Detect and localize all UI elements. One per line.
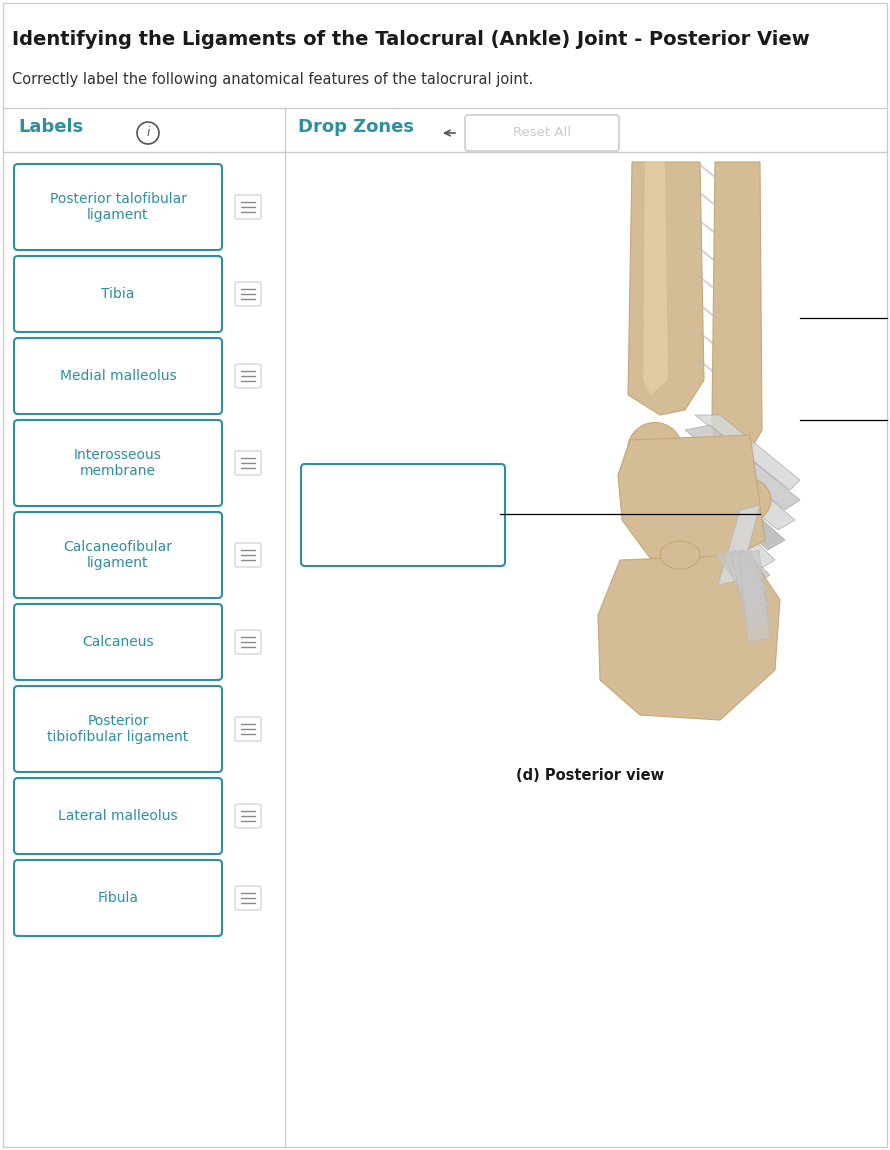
- Text: Interosseous
membrane: Interosseous membrane: [74, 447, 162, 478]
- Polygon shape: [739, 550, 770, 643]
- Polygon shape: [655, 509, 760, 598]
- Polygon shape: [618, 435, 765, 565]
- Polygon shape: [643, 162, 668, 394]
- Polygon shape: [685, 426, 800, 509]
- FancyBboxPatch shape: [14, 779, 222, 854]
- Polygon shape: [723, 550, 770, 611]
- Text: Reset All: Reset All: [513, 126, 571, 139]
- Text: Correctly label the following anatomical features of the talocrural joint.: Correctly label the following anatomical…: [12, 72, 533, 87]
- FancyBboxPatch shape: [14, 338, 222, 414]
- Polygon shape: [715, 550, 770, 595]
- Polygon shape: [678, 442, 795, 530]
- Circle shape: [137, 122, 159, 144]
- Polygon shape: [650, 524, 750, 608]
- Text: Labels: Labels: [18, 118, 84, 136]
- FancyBboxPatch shape: [301, 463, 505, 566]
- Text: Fibula: Fibula: [98, 891, 139, 905]
- FancyBboxPatch shape: [465, 115, 619, 151]
- Polygon shape: [666, 478, 775, 570]
- FancyBboxPatch shape: [235, 886, 261, 910]
- Ellipse shape: [719, 477, 771, 522]
- Text: Posterior
tibiofibular ligament: Posterior tibiofibular ligament: [47, 714, 189, 744]
- Polygon shape: [731, 550, 770, 627]
- Text: Medial malleolus: Medial malleolus: [60, 369, 176, 383]
- Text: Identifying the Ligaments of the Talocrural (Ankle) Joint - Posterior View: Identifying the Ligaments of the Talocru…: [12, 30, 810, 49]
- Ellipse shape: [660, 540, 700, 569]
- FancyBboxPatch shape: [14, 860, 222, 936]
- Text: Calcaneus: Calcaneus: [82, 635, 154, 649]
- Polygon shape: [598, 555, 780, 720]
- FancyBboxPatch shape: [235, 282, 261, 306]
- Text: Posterior talofibular
ligament: Posterior talofibular ligament: [50, 192, 187, 222]
- FancyBboxPatch shape: [14, 687, 222, 772]
- Text: Drop Zones: Drop Zones: [298, 118, 414, 136]
- Text: i: i: [146, 126, 150, 139]
- Polygon shape: [660, 494, 770, 585]
- FancyBboxPatch shape: [14, 420, 222, 506]
- Text: (d) Posterior view: (d) Posterior view: [516, 768, 664, 783]
- FancyBboxPatch shape: [235, 543, 261, 567]
- Polygon shape: [712, 162, 762, 460]
- FancyBboxPatch shape: [14, 164, 222, 250]
- FancyBboxPatch shape: [235, 451, 261, 475]
- Text: Lateral malleolus: Lateral malleolus: [58, 808, 178, 823]
- FancyBboxPatch shape: [235, 196, 261, 218]
- Text: Calcaneofibular
ligament: Calcaneofibular ligament: [63, 539, 173, 570]
- FancyBboxPatch shape: [14, 604, 222, 680]
- Polygon shape: [695, 415, 800, 490]
- FancyBboxPatch shape: [14, 512, 222, 598]
- FancyBboxPatch shape: [235, 365, 261, 388]
- Polygon shape: [628, 162, 704, 415]
- Ellipse shape: [627, 422, 683, 477]
- FancyBboxPatch shape: [235, 716, 261, 741]
- Polygon shape: [672, 460, 785, 550]
- FancyBboxPatch shape: [235, 804, 261, 828]
- Polygon shape: [718, 505, 760, 585]
- FancyBboxPatch shape: [14, 256, 222, 332]
- Text: Tibia: Tibia: [101, 288, 134, 301]
- FancyBboxPatch shape: [235, 630, 261, 654]
